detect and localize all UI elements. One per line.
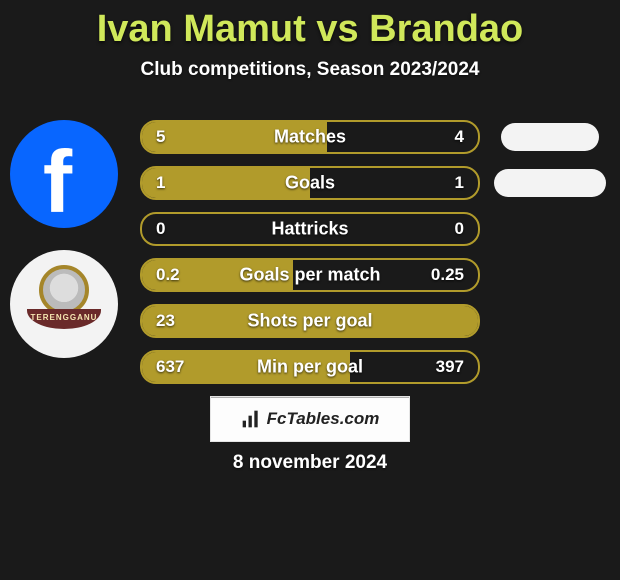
avatar-column: TERENGGANU xyxy=(10,120,120,358)
stat-row-matches: 5 Matches 4 xyxy=(140,120,480,154)
stat-row-goals: 1 Goals 1 xyxy=(140,166,480,200)
stat-label: Goals per match xyxy=(239,265,380,286)
player1-avatar xyxy=(10,120,118,228)
stat-label: Goals xyxy=(285,173,335,194)
stat-row-shots-per-goal: 23 Shots per goal xyxy=(140,304,480,338)
pill-slot xyxy=(490,120,610,154)
stat-right-value: 397 xyxy=(436,357,464,377)
stat-left-value: 637 xyxy=(156,357,184,377)
brand-link[interactable]: FcTables.com xyxy=(210,396,410,442)
stat-left-value: 5 xyxy=(156,127,165,147)
stat-label: Shots per goal xyxy=(247,311,372,332)
stat-label: Min per goal xyxy=(257,357,363,378)
stat-row-hattricks: 0 Hattricks 0 xyxy=(140,212,480,246)
pill-indicator xyxy=(494,169,606,197)
stat-left-value: 0.2 xyxy=(156,265,180,285)
stat-right-value: 4 xyxy=(455,127,464,147)
stats-panel: 5 Matches 4 1 Goals 1 0 Hattricks 0 0.2 … xyxy=(140,120,480,384)
generated-date: 8 november 2024 xyxy=(233,452,387,474)
stat-row-min-per-goal: 637 Min per goal 397 xyxy=(140,350,480,384)
pill-slot xyxy=(490,166,610,200)
stat-label: Hattricks xyxy=(271,219,348,240)
stat-left-value: 0 xyxy=(156,219,165,239)
club-crest-icon xyxy=(39,265,89,315)
brand-label: FcTables.com xyxy=(267,409,380,429)
pill-indicator xyxy=(501,123,599,151)
club-ribbon-label: TERENGGANU xyxy=(27,309,101,329)
brand-chart-icon xyxy=(241,409,261,429)
player2-club-badge: TERENGGANU xyxy=(10,250,118,358)
stat-right-value: 1 xyxy=(455,173,464,193)
stat-right-value: 0.25 xyxy=(431,265,464,285)
comparison-pills xyxy=(490,120,610,200)
stat-left-value: 1 xyxy=(156,173,165,193)
page-title: Ivan Mamut vs Brandao xyxy=(0,0,620,51)
subtitle: Club competitions, Season 2023/2024 xyxy=(0,59,620,81)
stat-left-value: 23 xyxy=(156,311,175,331)
stat-right-value: 0 xyxy=(455,219,464,239)
stat-row-goals-per-match: 0.2 Goals per match 0.25 xyxy=(140,258,480,292)
stat-label: Matches xyxy=(274,127,346,148)
